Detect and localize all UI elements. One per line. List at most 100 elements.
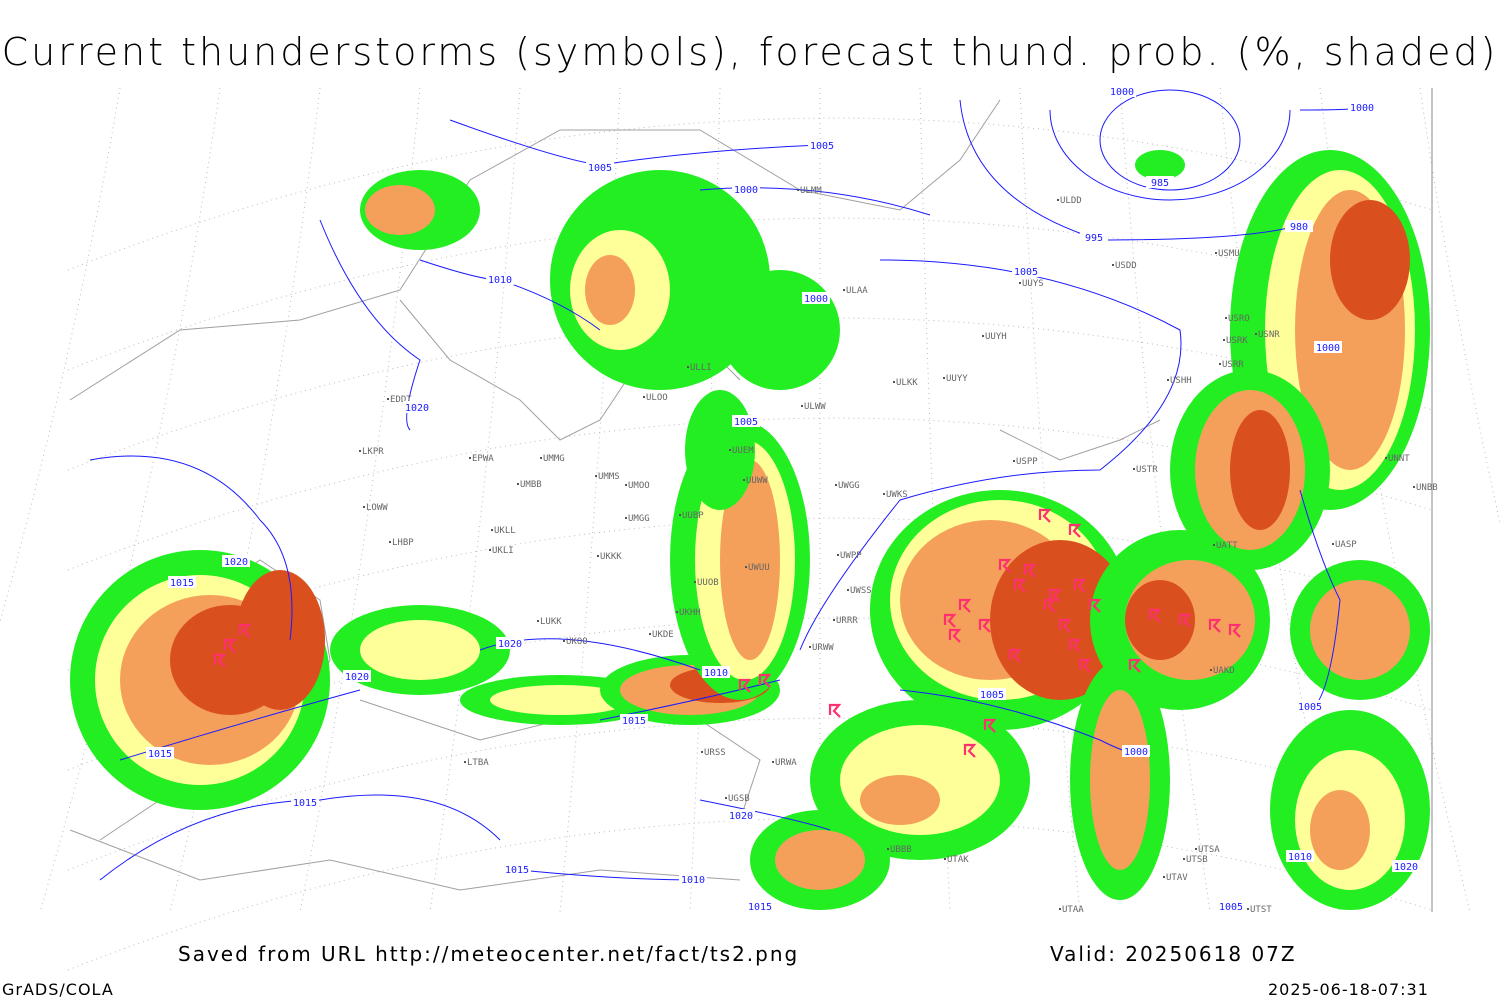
valid-time: Valid: 20250618 07Z xyxy=(1050,942,1297,966)
isobar-label-bg xyxy=(1146,176,1174,188)
isobar-label-bg xyxy=(1296,700,1324,712)
station-label: USRO xyxy=(1228,314,1250,324)
station-label: UATT xyxy=(1216,541,1238,551)
station-marker xyxy=(1385,457,1387,459)
station-marker xyxy=(687,366,689,368)
station-label: EPWA xyxy=(472,454,494,464)
thunderstorm-symbol xyxy=(1178,613,1192,628)
station-marker xyxy=(1255,333,1257,335)
station-label: UUYY xyxy=(946,374,968,384)
station-marker xyxy=(1213,544,1215,546)
station-marker xyxy=(1019,282,1021,284)
isobar-label: 995 xyxy=(1085,233,1103,244)
generation-timestamp: 2025-06-18-07:31 xyxy=(1268,980,1429,999)
thunderstorm-symbol xyxy=(1013,578,1027,593)
isobar-label-bg xyxy=(291,796,319,808)
station-marker xyxy=(1210,669,1212,671)
probability-area xyxy=(1230,410,1290,530)
thunderstorm-symbol xyxy=(1208,618,1222,633)
isobar-label-bg xyxy=(1286,850,1314,862)
thunderstorm-symbol xyxy=(1073,578,1087,593)
thunderstorm-symbol xyxy=(948,628,962,643)
isobar-label: 1005 xyxy=(1014,267,1038,278)
station-marker xyxy=(643,396,645,398)
station-label: UTSA xyxy=(1198,845,1220,855)
isobar-label-bg xyxy=(1314,341,1342,353)
isobar-label-bg xyxy=(978,688,1006,700)
isobar-label-bg xyxy=(496,637,524,649)
isobar-label: 1000 xyxy=(1124,747,1148,758)
station-label: ULWW xyxy=(804,402,826,412)
thunderstorm-symbol xyxy=(1128,658,1142,673)
station-label: UAKD xyxy=(1213,666,1235,676)
station-label: UKDE xyxy=(652,630,674,640)
probability-area xyxy=(360,620,480,680)
isobar-label: 1005 xyxy=(810,141,834,152)
thunderstorm-symbol xyxy=(213,653,227,668)
station-marker xyxy=(363,506,365,508)
station-label: EDDT xyxy=(390,395,412,405)
probability-area xyxy=(1330,200,1410,320)
thunderstorm-symbol xyxy=(958,598,972,613)
station-marker xyxy=(597,555,599,557)
station-label: USTR xyxy=(1136,465,1158,475)
isobar-label: 1000 xyxy=(734,185,758,196)
isobar-line xyxy=(699,799,831,831)
thunderstorm-symbol xyxy=(1048,588,1062,603)
station-label: UUWW xyxy=(746,476,768,486)
saved-from-url: Saved from URL http://meteocenter.net/fa… xyxy=(178,942,800,966)
station-marker xyxy=(833,619,835,621)
station-marker xyxy=(489,549,491,551)
isobar-label: 1020 xyxy=(729,811,753,822)
station-marker xyxy=(694,581,696,583)
thunderstorm-symbol xyxy=(1023,563,1037,578)
station-marker xyxy=(1112,264,1114,266)
station-label: UWGG xyxy=(838,481,860,491)
station-marker xyxy=(464,761,466,763)
probability-area xyxy=(1125,580,1195,660)
station-label: UTAV xyxy=(1166,873,1188,883)
probability-area xyxy=(490,685,630,715)
station-marker xyxy=(743,479,745,481)
station-marker xyxy=(1057,199,1059,201)
station-label: UUYH xyxy=(985,332,1007,342)
isobar-label: 980 xyxy=(1290,222,1308,233)
station-marker xyxy=(982,335,984,337)
isobar-label-bg xyxy=(503,863,531,875)
station-label: UWKS xyxy=(886,490,908,500)
station-label: URWA xyxy=(775,758,797,768)
isobar-label: 1010 xyxy=(704,668,728,679)
station-marker xyxy=(1332,543,1334,545)
station-label: USHH xyxy=(1170,376,1192,386)
station-label: UUYS xyxy=(1022,279,1044,289)
isobar-label: 1000 xyxy=(1110,87,1134,98)
isobar-label: 1005 xyxy=(734,417,758,428)
isobar-line xyxy=(799,259,1182,651)
thunderstorm-symbol xyxy=(1038,508,1052,523)
station-marker xyxy=(887,848,889,850)
coastline xyxy=(69,99,1001,401)
probability-shading xyxy=(70,150,1430,910)
isobar-label-bg xyxy=(146,747,174,759)
station-marker xyxy=(1183,858,1185,860)
isobar-line xyxy=(1299,489,1341,711)
station-label: UTAK xyxy=(947,855,969,865)
probability-area xyxy=(775,830,865,890)
isobar-label-bg xyxy=(403,401,431,413)
thunderstorm-symbol xyxy=(998,558,1012,573)
isobar-label: 1015 xyxy=(293,798,317,809)
station-label: LUKK xyxy=(540,617,562,627)
coastline xyxy=(69,829,741,891)
isobar-label: 985 xyxy=(1151,178,1169,189)
station-marker xyxy=(745,566,747,568)
isobar-label-bg xyxy=(620,714,648,726)
thunderstorm-symbol xyxy=(943,613,957,628)
station-marker xyxy=(1059,908,1061,910)
thunderstorm-symbol xyxy=(238,623,252,638)
meridian xyxy=(299,87,421,913)
station-label: URWW xyxy=(812,643,834,653)
station-marker xyxy=(517,483,519,485)
station-label: UUOB xyxy=(697,578,719,588)
thunderstorm-symbol xyxy=(758,673,772,688)
station-marker xyxy=(649,633,651,635)
